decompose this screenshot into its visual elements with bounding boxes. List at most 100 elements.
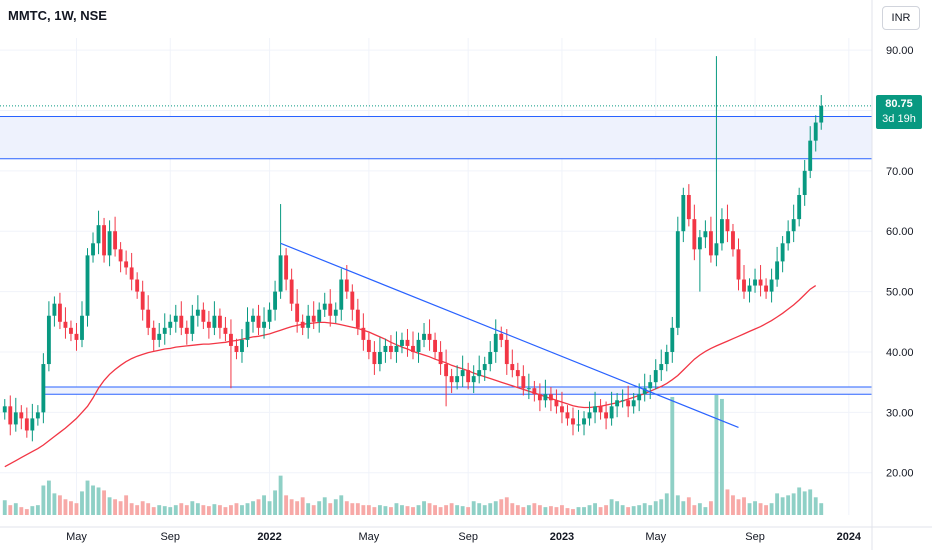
volume-bar: [720, 398, 724, 515]
candle-body: [438, 351, 443, 365]
volume-bar: [587, 505, 592, 515]
volume-bar: [521, 507, 526, 515]
volume-bar: [416, 505, 421, 515]
volume-bar: [548, 506, 553, 515]
candle-body: [653, 370, 658, 383]
resistance-zone-fill: [0, 116, 872, 159]
volume-bar: [604, 505, 609, 515]
volume-bar: [344, 501, 349, 515]
candle-body: [107, 231, 112, 256]
candle-body: [151, 327, 156, 340]
candle-body: [328, 303, 333, 316]
volume-bar: [664, 493, 669, 515]
candle-body: [179, 315, 184, 328]
currency-button[interactable]: INR: [882, 6, 920, 30]
volume-bar: [295, 501, 300, 515]
candle-body: [19, 412, 24, 419]
candle-body: [411, 345, 415, 352]
volume-bar: [642, 503, 647, 515]
candle-body: [753, 279, 757, 286]
candle-body: [96, 225, 101, 244]
candle-body: [46, 315, 51, 365]
candle-body: [195, 309, 200, 316]
volume-bar: [510, 503, 515, 515]
candle-body: [543, 394, 548, 401]
volume-bar: [637, 505, 642, 515]
volume-bar: [427, 503, 432, 515]
volume-bar: [466, 507, 471, 515]
volume-bar: [74, 503, 79, 515]
candle-body: [466, 370, 471, 383]
volume-bar: [129, 503, 134, 515]
volume-bar: [686, 497, 691, 515]
candle-body: [791, 219, 796, 232]
volume-bar: [731, 495, 735, 515]
volume-bar: [626, 507, 631, 515]
volume-bar: [300, 497, 305, 515]
candle-body: [554, 400, 559, 407]
candle-body: [366, 339, 371, 352]
candle-body: [725, 219, 730, 232]
volume-bar: [819, 503, 824, 515]
volume-bar: [742, 497, 746, 515]
candle-body: [587, 412, 592, 419]
candle-body: [273, 291, 278, 310]
volume-bar: [306, 503, 311, 515]
candle-body: [41, 364, 46, 413]
ma-line: [4, 285, 817, 468]
candle-body: [256, 315, 261, 328]
volume-bar: [736, 499, 741, 515]
x-tick-label: Sep: [458, 531, 478, 543]
candle-body: [201, 309, 206, 322]
volume-bar: [223, 507, 228, 515]
volume-bar: [366, 505, 371, 515]
volume-bar: [460, 506, 465, 515]
volume-bar: [333, 499, 338, 515]
candle-body: [206, 321, 211, 328]
volume-bars: [2, 395, 824, 515]
volume-bar: [46, 480, 51, 515]
volume-bar: [383, 506, 388, 515]
x-tick-label: May: [645, 531, 666, 543]
candle-body: [631, 400, 636, 407]
candle-body: [604, 412, 609, 419]
candle-body: [361, 327, 366, 340]
candle-body: [670, 327, 675, 352]
time-axis[interactable]: May Sep 2022 May Sep 2023 May Sep 2024: [66, 531, 862, 543]
volume-bar: [493, 501, 498, 515]
candle-body: [675, 231, 680, 328]
volume-bar: [8, 505, 13, 515]
volume-bar: [565, 508, 570, 515]
volume-bar: [653, 501, 658, 515]
candle-body: [769, 279, 774, 292]
candle-body: [278, 255, 283, 292]
candle-body: [593, 406, 597, 413]
candle-body: [295, 303, 300, 322]
candle-body: [63, 321, 68, 328]
volume-bar: [157, 505, 162, 515]
volume-bar: [747, 503, 752, 515]
x-tick-label: Sep: [160, 531, 180, 543]
volume-bar: [372, 507, 377, 515]
volume-bar: [405, 506, 410, 515]
volume-bar: [41, 485, 46, 515]
volume-bar: [769, 503, 774, 515]
volume-bar: [560, 505, 564, 515]
candle-body: [548, 394, 553, 401]
candle-body: [400, 339, 404, 346]
candle-body: [488, 351, 493, 365]
candle-body: [576, 424, 581, 426]
candle-body: [504, 339, 509, 365]
volume-bar: [118, 501, 123, 515]
volume-bar: [482, 505, 487, 515]
candle-body: [405, 339, 410, 346]
candle-body: [460, 370, 465, 377]
candle-body: [240, 339, 244, 352]
symbol-title: MMTC, 1W, NSE: [8, 8, 107, 23]
volume-bar: [273, 490, 278, 515]
candle-body: [102, 225, 106, 256]
candle-body: [262, 321, 266, 328]
volume-bar: [289, 499, 294, 515]
